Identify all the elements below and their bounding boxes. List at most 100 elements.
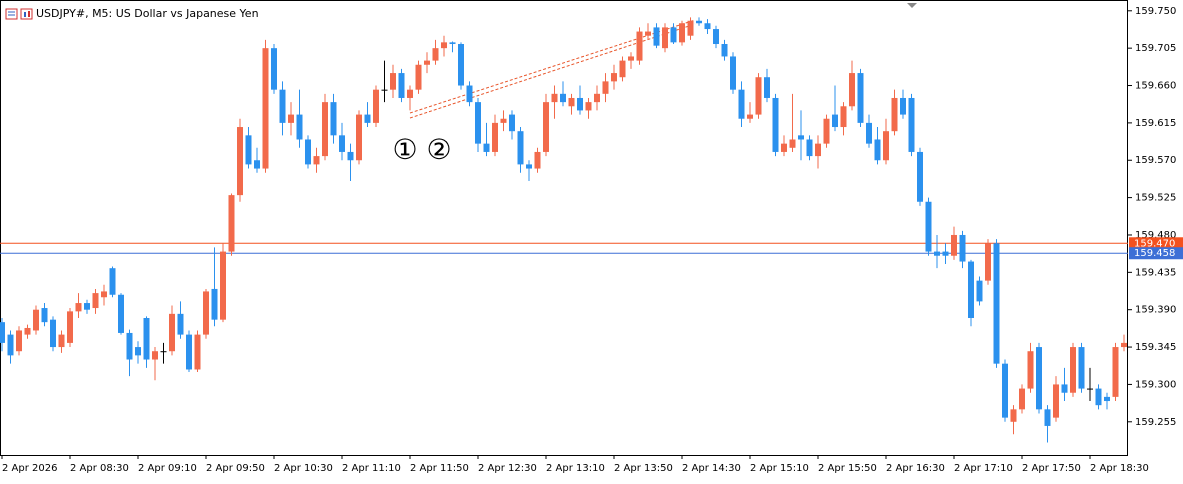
candle-body (568, 97, 575, 107)
candle-body (390, 73, 396, 90)
candle-body (840, 106, 847, 128)
candle-body (917, 151, 923, 202)
candle-body (7, 334, 14, 356)
candle-body (347, 151, 354, 161)
candle-body (50, 319, 56, 348)
candle-body (58, 334, 65, 348)
y-tick-label: 159.705 (1135, 43, 1176, 54)
candle-body (874, 139, 881, 161)
x-tick-label: 2 Apr 14:30 (682, 463, 741, 474)
candle-body (1044, 409, 1051, 426)
candle-body (713, 29, 719, 45)
candle-body (696, 20, 702, 24)
candle-body (730, 56, 736, 90)
candle-body (517, 131, 524, 165)
candle-body (509, 114, 515, 132)
candle-body (305, 139, 311, 165)
candle-body (407, 89, 413, 98)
candle-body (942, 251, 949, 256)
candle-body (1095, 388, 1102, 406)
x-tick-label: 2 Apr 15:10 (750, 463, 809, 474)
y-tick-label: 159.300 (1135, 379, 1176, 390)
x-tick-label: 2 Apr 13:50 (614, 463, 673, 474)
candle-body (1112, 347, 1119, 397)
candle-body (1002, 363, 1008, 418)
icon (5, 8, 18, 20)
candle-body (925, 201, 932, 252)
candle-body (883, 131, 889, 161)
candle-body (449, 42, 456, 45)
candle-body (152, 351, 158, 360)
candle-body (704, 23, 711, 30)
candle-body (526, 164, 532, 169)
candle-body (126, 332, 133, 360)
candle-body (16, 330, 22, 352)
candle-body (475, 102, 481, 144)
candle-body (798, 135, 804, 140)
candle-body (1121, 342, 1127, 348)
candle-body (296, 114, 303, 140)
price-level-box (1129, 247, 1183, 260)
candle-body (1104, 396, 1110, 402)
candle-body (747, 114, 753, 119)
x-tick-label: 2 Apr 11:10 (342, 463, 401, 474)
candle-body (279, 89, 286, 123)
y-tick-label: 159.345 (1135, 342, 1176, 353)
candle-body (492, 122, 498, 152)
candle-body (985, 243, 991, 281)
title-icons (5, 8, 33, 20)
candle-body (458, 44, 464, 86)
candle-body (679, 23, 685, 43)
candle-body (67, 311, 73, 343)
candle-body (806, 139, 813, 157)
candle-body (75, 303, 82, 312)
price-level-box (1129, 237, 1183, 250)
shift-marker (907, 3, 917, 8)
candle-body (330, 102, 337, 136)
candle-body (891, 97, 898, 132)
candle-body (415, 64, 422, 90)
candle-body (662, 27, 668, 49)
x-tick-label: 2 Apr 10:30 (274, 463, 333, 474)
candle-body (109, 268, 116, 295)
plot-frame (0, 0, 1128, 456)
candle-body (381, 89, 388, 91)
candle-body (262, 48, 269, 169)
candle-body (908, 97, 915, 152)
candle-body (849, 73, 855, 107)
candle-body (1027, 351, 1034, 389)
candle-body (585, 102, 592, 111)
price-level-label: 159.470 (1134, 238, 1175, 249)
candle-body (534, 151, 541, 169)
price-level-label: 159.458 (1134, 248, 1175, 259)
candle-body (857, 73, 864, 123)
x-tick-label: 2 Apr 12:30 (478, 463, 537, 474)
candle-body (211, 288, 218, 320)
candle-body (823, 118, 830, 144)
x-tick-label: 2 Apr 09:10 (138, 463, 197, 474)
y-tick-label: 159.480 (1135, 230, 1176, 241)
y-tick-label: 159.570 (1135, 155, 1176, 166)
candle-body (466, 85, 473, 103)
candle-body (687, 20, 694, 36)
candle-body (781, 143, 787, 152)
candle-body (313, 156, 320, 165)
candle-body (84, 303, 90, 310)
candle-body (254, 160, 260, 169)
candle-body (611, 73, 617, 82)
candle-body (220, 251, 226, 320)
candle-body (364, 114, 371, 123)
candle-body (424, 60, 430, 65)
x-tick-label: 2 Apr 2026 (2, 463, 57, 474)
candle-body (968, 261, 974, 319)
candle-body (135, 347, 141, 356)
y-tick-label: 159.525 (1135, 193, 1176, 204)
candle-body (636, 31, 643, 61)
candle-body (186, 334, 192, 370)
candle-body (160, 351, 167, 353)
x-tick-label: 2 Apr 13:10 (546, 463, 605, 474)
y-tick-label: 159.615 (1135, 118, 1176, 129)
candle-body (483, 143, 490, 152)
candle-body (203, 291, 209, 335)
